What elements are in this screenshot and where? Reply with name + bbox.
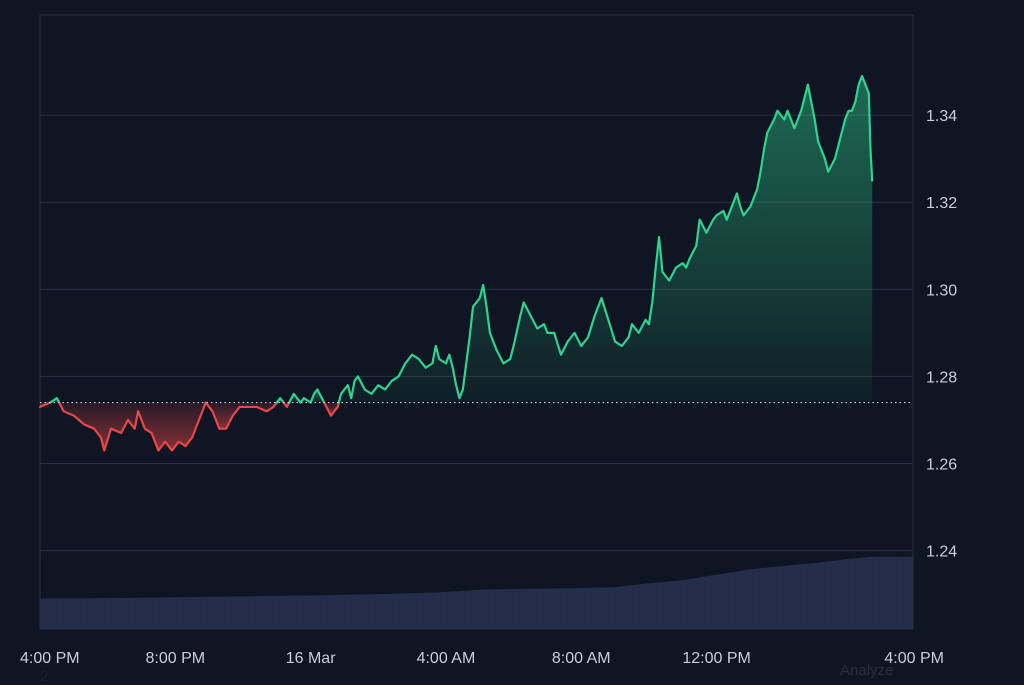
x-tick-label: 16 Mar bbox=[286, 650, 336, 667]
price-fills bbox=[40, 75, 873, 451]
y-tick-label: 1.24 bbox=[926, 544, 957, 561]
down-price-line-0 bbox=[38, 401, 52, 409]
down-fill-4 bbox=[205, 402, 277, 429]
down-price-line-4 bbox=[204, 401, 278, 430]
down-fill-2 bbox=[59, 402, 206, 451]
down-price-line-8 bbox=[323, 401, 340, 417]
volume-area bbox=[40, 556, 913, 629]
down-price-line-2 bbox=[58, 401, 207, 452]
x-tick-label: 12:00 PM bbox=[682, 650, 750, 667]
x-tick-label: 4:00 PM bbox=[20, 650, 80, 667]
analyze-text-fragment: Analyze bbox=[840, 662, 894, 679]
x-tick-label: 4:00 PM bbox=[884, 650, 944, 667]
up-price-line-9 bbox=[337, 74, 874, 404]
up-price-line-7 bbox=[288, 388, 326, 404]
axis-ticks: 1.24 1.26 1.28 1.30 1.32 1.34 4:00 PM 8:00 PM 16… bbox=[20, 108, 957, 667]
down-price-line-6 bbox=[282, 401, 291, 409]
price-lines bbox=[38, 74, 913, 452]
x-tick-label: 8:00 PM bbox=[146, 650, 206, 667]
down-fill-8 bbox=[324, 402, 339, 416]
y-tick-label: 1.28 bbox=[926, 369, 957, 386]
y-tick-label: 1.30 bbox=[926, 282, 957, 299]
bottom-left-fragment: 2 bbox=[40, 668, 49, 685]
x-tick-label: 4:00 AM bbox=[417, 650, 476, 667]
x-tick-label: 8:00 AM bbox=[552, 650, 611, 667]
volume-area-path bbox=[40, 556, 913, 629]
up-price-line-1 bbox=[49, 397, 61, 404]
up-price-line-5 bbox=[275, 397, 285, 404]
y-tick-label: 1.26 bbox=[926, 457, 957, 474]
y-tick-label: 1.32 bbox=[926, 195, 957, 212]
y-tick-label: 1.34 bbox=[926, 108, 957, 125]
